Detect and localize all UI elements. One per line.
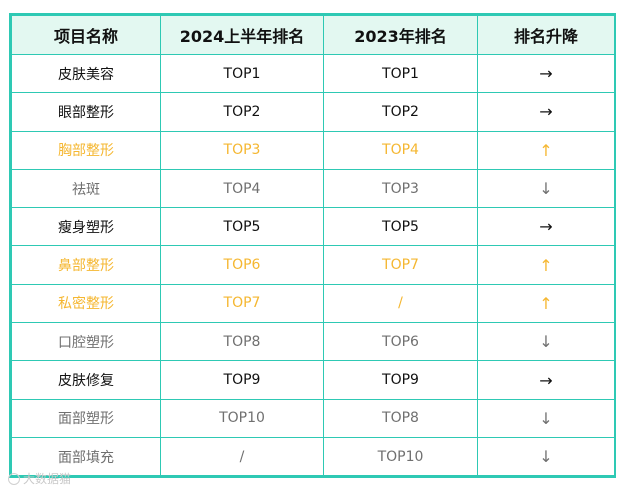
cell-rank-change: ↓ bbox=[477, 168, 615, 209]
header-rank-change: 排名升降 bbox=[477, 15, 615, 55]
cell-project-name: 眼部整形 bbox=[11, 92, 161, 132]
cell-rank-2024h1: TOP5 bbox=[160, 207, 324, 247]
header-2023-rank: 2023年排名 bbox=[323, 15, 478, 55]
cell-rank-2023: TOP10 bbox=[323, 436, 478, 477]
cell-rank-change: → bbox=[477, 53, 615, 94]
cell-rank-2023: TOP4 bbox=[323, 130, 478, 170]
cell-project-name: 祛斑 bbox=[11, 168, 161, 209]
cell-rank-change: ↑ bbox=[477, 283, 615, 324]
cell-rank-2023: / bbox=[323, 283, 478, 324]
cell-project-name: 私密整形 bbox=[11, 283, 161, 324]
cell-rank-change: → bbox=[477, 360, 615, 400]
header-2024h1-rank: 2024上半年排名 bbox=[160, 15, 324, 55]
cell-rank-2023: TOP6 bbox=[323, 322, 478, 362]
table-row: 鼻部整形 TOP6 TOP7 ↑ bbox=[11, 245, 615, 285]
cell-rank-2024h1: TOP7 bbox=[160, 283, 324, 324]
cell-rank-change: ↓ bbox=[477, 322, 615, 362]
cell-rank-change: → bbox=[477, 92, 615, 132]
cell-project-name: 皮肤美容 bbox=[11, 53, 161, 94]
cell-rank-2023: TOP7 bbox=[323, 245, 478, 285]
cell-rank-2024h1: TOP9 bbox=[160, 360, 324, 400]
table-row: 瘦身塑形 TOP5 TOP5 → bbox=[11, 207, 615, 247]
cell-rank-change: ↑ bbox=[477, 245, 615, 285]
table-row: 面部塑形 TOP10 TOP8 ↓ bbox=[11, 398, 615, 438]
cell-rank-2023: TOP3 bbox=[323, 168, 478, 209]
cell-rank-2023: TOP1 bbox=[323, 53, 478, 94]
cell-rank-change: ↑ bbox=[477, 130, 615, 170]
cell-rank-2023: TOP2 bbox=[323, 92, 478, 132]
cell-project-name: 面部填充 bbox=[11, 436, 161, 477]
ranking-table-container: 项目名称 2024上半年排名 2023年排名 排名升降 皮肤美容 TOP1 TOP1… bbox=[9, 13, 616, 479]
cell-rank-2023: TOP5 bbox=[323, 207, 478, 247]
cell-project-name: 面部塑形 bbox=[11, 398, 161, 438]
ranking-table: 项目名称 2024上半年排名 2023年排名 排名升降 皮肤美容 TOP1 TOP1… bbox=[11, 15, 615, 477]
table-row: 祛斑 TOP4 TOP3 ↓ bbox=[11, 168, 615, 209]
cell-rank-2024h1: TOP1 bbox=[160, 53, 324, 94]
cell-project-name: 皮肤修复 bbox=[11, 360, 161, 400]
cell-rank-2023: TOP8 bbox=[323, 398, 478, 438]
table-row: 私密整形 TOP7/↑ bbox=[11, 283, 615, 324]
watermark-logo-icon bbox=[8, 472, 20, 485]
cell-rank-2023: TOP9 bbox=[323, 360, 478, 400]
table-row: 眼部整形 TOP2 TOP2 → bbox=[11, 92, 615, 132]
table-row: 皮肤修复 TOP9 TOP9 → bbox=[11, 360, 615, 400]
table-header-row: 项目名称 2024上半年排名 2023年排名 排名升降 bbox=[11, 15, 615, 55]
cell-rank-2024h1: / bbox=[160, 436, 324, 477]
table-body: 皮肤美容 TOP1 TOP1 → 眼部整形 TOP2 TOP2 → 胸部整形 TOP3 TOP4 ↑ 祛… bbox=[11, 53, 615, 477]
cell-project-name: 鼻部整形 bbox=[11, 245, 161, 285]
cell-rank-change: ↓ bbox=[477, 398, 615, 438]
cell-rank-2024h1: TOP8 bbox=[160, 322, 324, 362]
header-project-name: 项目名称 bbox=[11, 15, 161, 55]
table-row: 面部填充 / TOP10 ↓ bbox=[11, 436, 615, 477]
table-row: 皮肤美容 TOP1 TOP1 → bbox=[11, 53, 615, 94]
watermark: 大数据猫 bbox=[8, 470, 71, 487]
table-row: 口腔塑形 TOP8 TOP6 ↓ bbox=[11, 322, 615, 362]
cell-rank-2024h1: TOP3 bbox=[160, 130, 324, 170]
cell-rank-2024h1: TOP4 bbox=[160, 168, 324, 209]
watermark-text: 大数据猫 bbox=[23, 472, 72, 486]
table-row: 胸部整形 TOP3 TOP4 ↑ bbox=[11, 130, 615, 170]
cell-rank-change: → bbox=[477, 207, 615, 247]
cell-rank-2024h1: TOP2 bbox=[160, 92, 324, 132]
cell-rank-2024h1: TOP10 bbox=[160, 398, 324, 438]
cell-rank-change: ↓ bbox=[477, 436, 615, 477]
cell-project-name: 瘦身塑形 bbox=[11, 207, 161, 247]
cell-project-name: 胸部整形 bbox=[11, 130, 161, 170]
cell-project-name: 口腔塑形 bbox=[11, 322, 161, 362]
cell-rank-2024h1: TOP6 bbox=[160, 245, 324, 285]
